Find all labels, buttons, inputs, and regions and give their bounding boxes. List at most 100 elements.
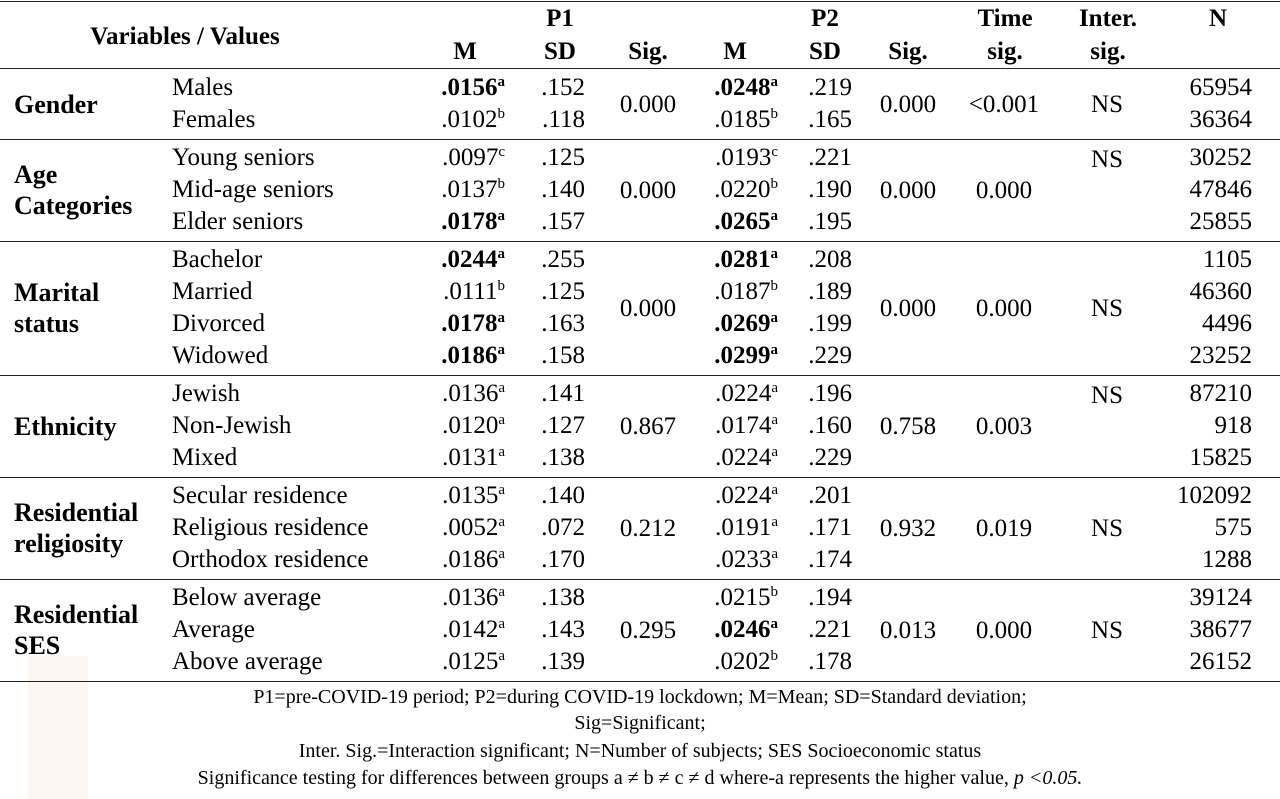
- p2-sd: .189: [808, 278, 852, 305]
- row-label: Secular residence: [172, 482, 348, 509]
- p2-mean: .0187b: [618, 277, 778, 307]
- p1-mean: .0097c: [345, 143, 505, 173]
- group-separator-rule: [0, 477, 1280, 478]
- p1-mean-superscript: a: [498, 412, 505, 428]
- p2-mean-superscript: a: [770, 342, 779, 358]
- p1-sd: .139: [541, 648, 585, 675]
- time-sig: 0.000: [975, 617, 1033, 644]
- p2-mean-value: .0215: [714, 584, 771, 611]
- p1-sig: 0.867: [619, 413, 677, 440]
- p2-mean: .0224a: [618, 481, 778, 511]
- p1-mean-value: .0137: [441, 176, 498, 203]
- group-separator-rule: [0, 375, 1280, 376]
- p2-mean: .0215b: [618, 583, 778, 613]
- p1-sd: .072: [541, 514, 585, 541]
- header-p2-sig: Sig.: [888, 38, 928, 65]
- p1-mean: .0052a: [345, 513, 505, 543]
- p2-mean-value: .0233: [715, 546, 772, 573]
- p2-mean: .0269a: [618, 309, 778, 339]
- n-count: 30252: [1189, 144, 1253, 171]
- p1-mean-value: .0186: [441, 342, 498, 369]
- p1-mean-value: .0102: [441, 106, 498, 133]
- inter-sig: NS: [1091, 617, 1123, 644]
- p2-mean-superscript: a: [770, 74, 779, 90]
- p1-sig: 0.000: [619, 295, 677, 322]
- p1-mean: .0111b: [345, 277, 505, 307]
- p1-mean: .0156a: [345, 73, 505, 103]
- p2-sd: .194: [808, 584, 852, 611]
- p2-mean-superscript: b: [770, 648, 779, 664]
- p2-mean: .0281a: [618, 245, 778, 275]
- p1-mean-superscript: a: [497, 342, 506, 358]
- p2-sd: .196: [808, 380, 852, 407]
- p1-mean-superscript: b: [497, 278, 506, 294]
- p2-mean-value: .0299: [714, 342, 771, 369]
- p1-sd: .255: [541, 246, 585, 273]
- group-name: Gender: [14, 89, 98, 119]
- p1-mean-value: .0186: [442, 546, 499, 573]
- footnote-abbrev-3: Inter. Sig.=Interaction significant; N=N…: [298, 740, 982, 762]
- p1-sd: .138: [541, 584, 585, 611]
- p2-sig: 0.013: [879, 617, 937, 644]
- n-count: 65954: [1189, 74, 1253, 101]
- row-label: Mid-age seniors: [172, 176, 334, 203]
- p2-sd: .160: [808, 412, 852, 439]
- p2-mean-value: .0191: [715, 514, 772, 541]
- p2-mean-superscript: b: [770, 278, 779, 294]
- table-top-rule: [0, 1, 1280, 2]
- p2-mean-value: .0248: [714, 74, 771, 101]
- header-bottom-rule: [0, 68, 1280, 69]
- p2-mean-value: .0185: [714, 106, 771, 133]
- p1-mean: .0135a: [345, 481, 505, 511]
- header-time: Time: [977, 5, 1033, 32]
- p2-mean: .0233a: [618, 545, 778, 575]
- row-label: Non-Jewish: [172, 412, 292, 439]
- inter-sig: NS: [1091, 382, 1123, 409]
- header-inter: Inter.: [1078, 5, 1138, 32]
- p2-sig: 0.758: [879, 413, 937, 440]
- n-count: 46360: [1189, 278, 1253, 305]
- p1-mean: .0102b: [345, 105, 505, 135]
- p2-mean: .0224a: [618, 379, 778, 409]
- p1-sd: .152: [541, 74, 585, 101]
- p1-sd: .140: [541, 482, 585, 509]
- p1-mean: .0125a: [345, 647, 505, 677]
- row-label: Females: [172, 106, 256, 133]
- p2-mean-superscript: b: [770, 176, 779, 192]
- n-count: 102092: [1177, 482, 1252, 509]
- group-name: Ethnicity: [14, 411, 117, 441]
- p2-mean-superscript: a: [770, 208, 779, 224]
- p1-mean-superscript: a: [498, 648, 505, 664]
- row-label: Average: [172, 616, 255, 643]
- p1-sd: .163: [541, 310, 585, 337]
- p2-sd: .199: [808, 310, 852, 337]
- p1-mean-value: .0178: [441, 310, 498, 337]
- p1-sig: 0.212: [619, 515, 677, 542]
- inter-sig: NS: [1091, 515, 1123, 542]
- n-count: 47846: [1189, 176, 1253, 203]
- p2-mean: .0299a: [618, 341, 778, 371]
- p1-mean-superscript: a: [498, 546, 505, 562]
- p2-mean-value: .0174: [715, 412, 772, 439]
- p1-sd: .125: [541, 144, 585, 171]
- p1-mean: .0178a: [345, 309, 505, 339]
- p1-sig: 0.000: [619, 177, 677, 204]
- p1-mean-superscript: a: [498, 514, 505, 530]
- time-sig: 0.000: [975, 295, 1033, 322]
- p2-sd: .208: [808, 246, 852, 273]
- p2-mean-superscript: a: [770, 246, 779, 262]
- p1-sd: .127: [541, 412, 585, 439]
- p1-mean-value: .0178: [441, 208, 498, 235]
- p2-sd: .195: [808, 208, 852, 235]
- p1-mean-value: .0125: [442, 648, 499, 675]
- p2-mean-superscript: a: [771, 412, 778, 428]
- n-count: 23252: [1189, 342, 1253, 369]
- row-label: Above average: [172, 648, 323, 675]
- p2-sd: .221: [808, 616, 852, 643]
- header-p2: P2: [811, 5, 839, 32]
- p2-mean: .0265a: [618, 207, 778, 237]
- p2-sig: 0.000: [879, 295, 937, 322]
- p2-mean-value: .0265: [714, 208, 771, 235]
- p2-mean-value: .0224: [715, 482, 772, 509]
- n-count: 36364: [1189, 106, 1253, 133]
